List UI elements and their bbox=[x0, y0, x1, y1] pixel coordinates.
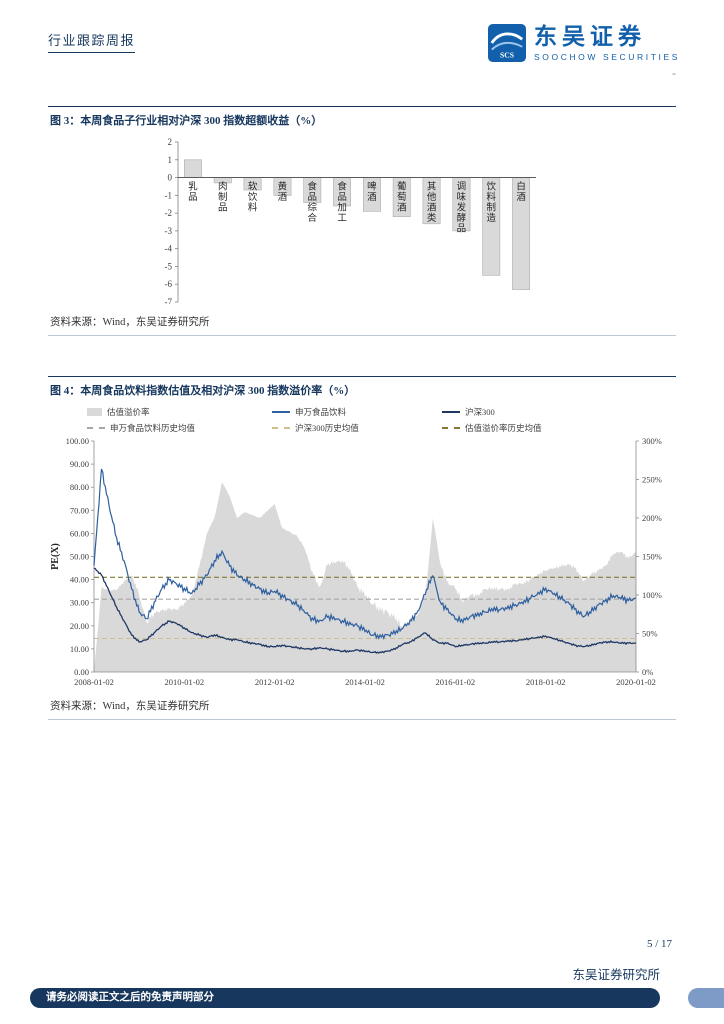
svg-text:300%: 300% bbox=[642, 436, 662, 446]
footer-disclaimer-bar: 请务必阅读正文之后的免责声明部分 bbox=[30, 988, 660, 1008]
disclaimer-text: 请务必阅读正文之后的免责声明部分 bbox=[46, 992, 214, 1003]
svg-text:20.00: 20.00 bbox=[70, 621, 89, 631]
brand-block: SCS 东吴证券 SOOCHOW SECURITIES - bbox=[488, 24, 680, 81]
svg-text:啤酒: 啤酒 bbox=[367, 181, 377, 204]
legend-label: 申万食品饮料历史均值 bbox=[110, 423, 196, 433]
legend-item-dash: 沪深300历史均值 bbox=[272, 422, 442, 434]
svg-text:50.00: 50.00 bbox=[70, 552, 89, 562]
svg-text:90.00: 90.00 bbox=[70, 459, 89, 469]
svg-text:葡萄酒: 葡萄酒 bbox=[397, 181, 407, 214]
svg-text:肉制品: 肉制品 bbox=[218, 181, 228, 214]
legend-label: 估值溢价率历史均值 bbox=[465, 423, 542, 433]
svg-text:-2: -2 bbox=[165, 208, 173, 218]
svg-text:0.00: 0.00 bbox=[74, 667, 89, 677]
legend-item-line: 沪深300 bbox=[442, 406, 637, 418]
logo-graphic: SCS bbox=[488, 24, 527, 62]
svg-text:-6: -6 bbox=[165, 279, 173, 289]
svg-text:60.00: 60.00 bbox=[70, 528, 89, 538]
institute-name: 东吴证券研究所 bbox=[572, 968, 660, 982]
svg-text:2020-01-02: 2020-01-02 bbox=[616, 677, 656, 687]
svg-text:2010-01-02: 2010-01-02 bbox=[164, 677, 204, 687]
figure3-block: 图 3：本周食品子行业相对沪深 300 指数超额收益（%） 2 1 0 -1 -2 -3 -… bbox=[48, 106, 676, 336]
figure4-legend: 估值溢价率 申万食品饮料 沪深300 申万食品饮料历史均值 沪深300历史均值 估值溢价率… bbox=[48, 406, 676, 434]
legend-item-dash: 估值溢价率历史均值 bbox=[442, 422, 637, 434]
svg-text:70.00: 70.00 bbox=[70, 505, 89, 515]
svg-text:1: 1 bbox=[168, 155, 173, 165]
legend-swatch-icon bbox=[442, 427, 460, 429]
legend-item-dash: 申万食品饮料历史均值 bbox=[87, 422, 272, 434]
brand-name-en: SOOCHOW SECURITIES bbox=[534, 51, 680, 62]
svg-text:100%: 100% bbox=[642, 590, 662, 600]
svg-text:-5: -5 bbox=[165, 261, 173, 271]
svg-text:10.00: 10.00 bbox=[70, 644, 89, 654]
legend-swatch-icon bbox=[272, 411, 290, 413]
legend-label: 申万食品饮料 bbox=[295, 407, 347, 417]
svg-text:乳品: 乳品 bbox=[188, 181, 198, 204]
legend-swatch-icon bbox=[442, 411, 460, 413]
logo-monogram: SCS bbox=[500, 50, 514, 59]
svg-text:2012-01-02: 2012-01-02 bbox=[255, 677, 295, 687]
legend-row: 申万食品饮料历史均值 沪深300历史均值 估值溢价率历史均值 bbox=[48, 422, 676, 434]
svg-text:2008-01-02: 2008-01-02 bbox=[74, 677, 114, 687]
svg-text:软饮料: 软饮料 bbox=[248, 181, 258, 214]
report-type-heading: 行业跟踪周报 bbox=[48, 30, 136, 53]
svg-text:250%: 250% bbox=[642, 475, 662, 485]
svg-text:饮料制造: 饮料制造 bbox=[487, 181, 497, 225]
svg-text:100.00: 100.00 bbox=[66, 436, 89, 446]
legend-swatch-icon bbox=[87, 427, 105, 429]
figure4-source: 资料来源：Wind，东吴证券研究所 bbox=[48, 693, 676, 720]
svg-text:其他酒类: 其他酒类 bbox=[427, 182, 437, 225]
legend-label: 估值溢价率 bbox=[107, 407, 150, 417]
pe-valuation-line-chart: 0.00 10.00 20.00 30.00 40.00 50.00 60.00 70.00 8… bbox=[50, 436, 662, 687]
svg-text:200%: 200% bbox=[642, 513, 662, 523]
brand-name-cn: 东吴证券 bbox=[534, 23, 647, 50]
figure4-block: 图 4：本周食品饮料指数估值及相对沪深 300 指数溢价率（%） 估值溢价率申万… bbox=[48, 376, 676, 720]
svg-text:150%: 150% bbox=[642, 552, 662, 562]
soochow-logo-icon: SCS bbox=[488, 24, 527, 62]
svg-text:白酒: 白酒 bbox=[516, 181, 526, 204]
svg-text:0%: 0% bbox=[642, 667, 653, 677]
svg-text:2: 2 bbox=[168, 137, 173, 147]
svg-text:调味发酵品: 调味发酵品 bbox=[457, 182, 467, 235]
svg-text:-1: -1 bbox=[165, 190, 173, 200]
figure4-title: 图 4：本周食品饮料指数估值及相对沪深 300 指数溢价率（%） bbox=[48, 376, 676, 404]
svg-text:80.00: 80.00 bbox=[70, 482, 89, 492]
svg-text:-4: -4 bbox=[165, 244, 173, 254]
svg-text:0: 0 bbox=[168, 173, 173, 183]
legend-item-area: 估值溢价率 bbox=[87, 406, 272, 418]
excess-return-bar-chart: 2 1 0 -1 -2 -3 -4 -5 -6 -7 乳品 肉制品 软饮料 黄酒 食品综合 食品加工 啤酒 葡萄酒… bbox=[165, 137, 536, 307]
svg-text:50%: 50% bbox=[642, 629, 658, 639]
header-dash: - bbox=[672, 66, 676, 80]
figure3-title: 图 3：本周食品子行业相对沪深 300 指数超额收益（%） bbox=[48, 106, 676, 134]
svg-text:2014-01-02: 2014-01-02 bbox=[345, 677, 385, 687]
svg-text:2018-01-02: 2018-01-02 bbox=[526, 677, 566, 687]
svg-text:PE(X): PE(X) bbox=[50, 543, 61, 570]
svg-text:30.00: 30.00 bbox=[70, 598, 89, 608]
svg-text:食品综合: 食品综合 bbox=[308, 181, 318, 225]
legend-swatch-icon bbox=[272, 427, 290, 429]
legend-item-line: 申万食品饮料 bbox=[272, 406, 442, 418]
legend-label: 沪深300历史均值 bbox=[295, 423, 359, 433]
page-number: 5 / 17 bbox=[646, 938, 672, 950]
legend-swatch-icon bbox=[87, 408, 102, 416]
legend-row: 估值溢价率 申万食品饮料 沪深300 bbox=[48, 406, 676, 418]
figure3-source: 资料来源：Wind，东吴证券研究所 bbox=[48, 309, 676, 336]
svg-text:-7: -7 bbox=[165, 297, 173, 304]
legend-label: 沪深300 bbox=[465, 407, 495, 417]
svg-text:40.00: 40.00 bbox=[70, 575, 89, 585]
footer-accent-bar bbox=[688, 988, 724, 1008]
svg-text:黄酒: 黄酒 bbox=[278, 181, 288, 204]
svg-text:2016-01-02: 2016-01-02 bbox=[435, 677, 475, 687]
svg-text:食品加工: 食品加工 bbox=[337, 181, 347, 225]
svg-text:-3: -3 bbox=[165, 226, 173, 236]
